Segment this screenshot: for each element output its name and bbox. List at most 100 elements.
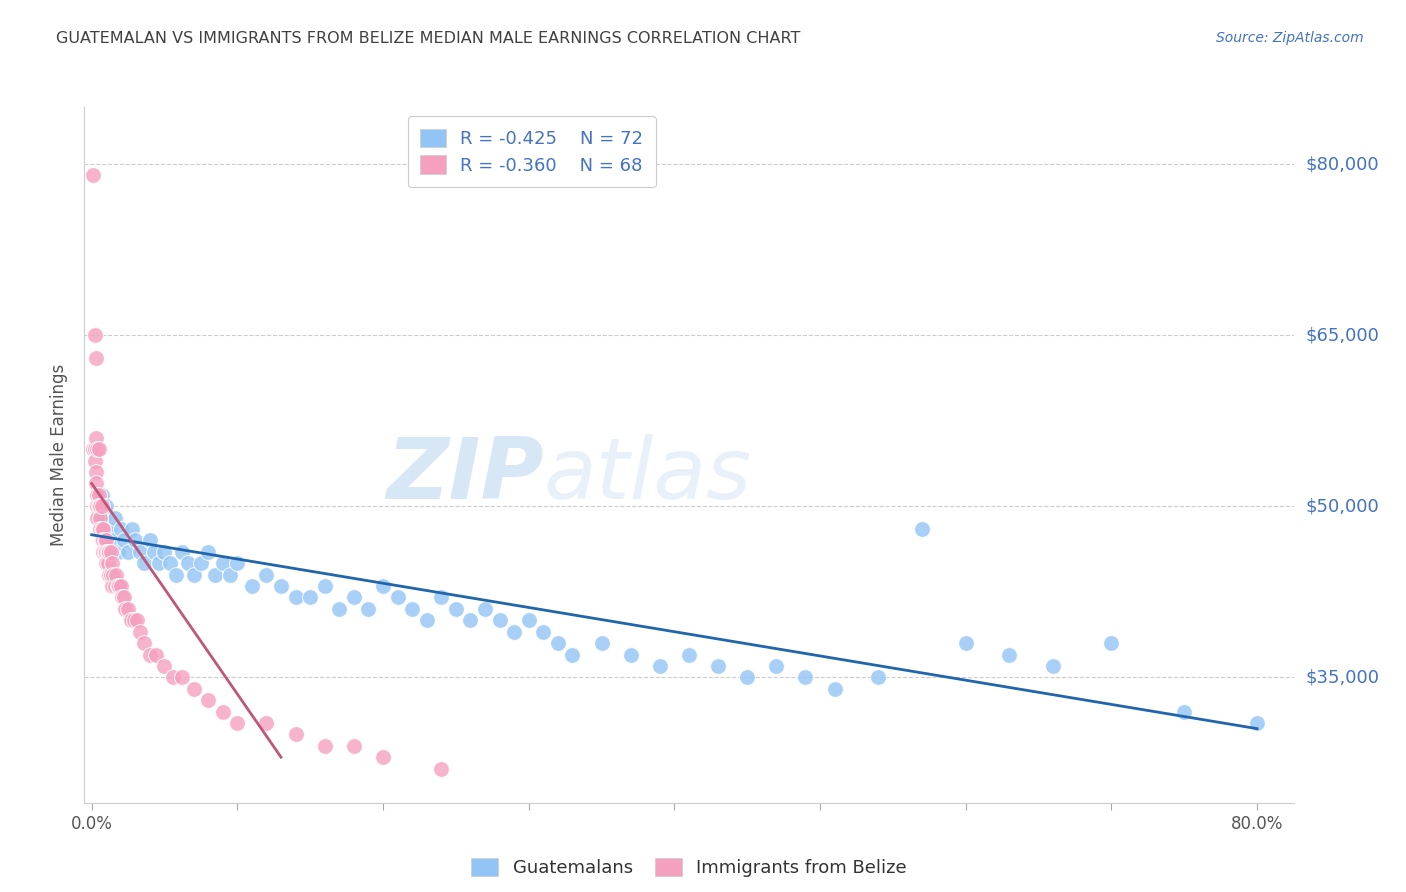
Point <box>104 579 127 593</box>
Point <box>101 556 124 570</box>
Point <box>159 556 181 570</box>
Point <box>591 636 613 650</box>
Point <box>256 567 278 582</box>
Point <box>91 510 114 524</box>
Point <box>117 545 139 559</box>
Point <box>270 579 292 593</box>
Point <box>299 591 322 605</box>
Point <box>98 567 121 582</box>
Point <box>170 670 193 684</box>
Point <box>90 488 112 502</box>
Text: $50,000: $50,000 <box>1306 497 1379 516</box>
Point <box>148 556 170 570</box>
Point <box>794 670 817 684</box>
Point <box>94 533 117 548</box>
Point <box>98 545 121 559</box>
Point <box>139 648 162 662</box>
Point <box>517 613 540 627</box>
Point <box>82 169 104 183</box>
Point <box>114 602 136 616</box>
Point <box>183 567 205 582</box>
Text: GUATEMALAN VS IMMIGRANTS FROM BELIZE MEDIAN MALE EARNINGS CORRELATION CHART: GUATEMALAN VS IMMIGRANTS FROM BELIZE MED… <box>56 31 800 46</box>
Point <box>162 670 184 684</box>
Point <box>108 579 131 593</box>
Point <box>145 648 167 662</box>
Point <box>197 693 219 707</box>
Point <box>444 602 467 616</box>
Point <box>84 351 107 365</box>
Point <box>107 579 129 593</box>
Point <box>112 591 135 605</box>
Point <box>211 556 233 570</box>
Point <box>240 579 263 593</box>
Point <box>112 533 135 548</box>
Point <box>132 556 155 570</box>
Point <box>648 659 671 673</box>
Point <box>371 579 394 593</box>
Point <box>91 533 114 548</box>
Point <box>314 579 336 593</box>
Text: ZIP: ZIP <box>387 434 544 517</box>
Point <box>128 624 150 639</box>
Point <box>1099 636 1122 650</box>
Point <box>90 500 112 514</box>
Point <box>735 670 758 684</box>
Point <box>314 739 336 753</box>
Point <box>955 636 977 650</box>
Point <box>117 602 139 616</box>
Point <box>401 602 423 616</box>
Point <box>415 613 437 627</box>
Point <box>83 453 105 467</box>
Point <box>226 715 249 730</box>
Point <box>561 648 583 662</box>
Text: $80,000: $80,000 <box>1306 155 1379 173</box>
Text: Source: ZipAtlas.com: Source: ZipAtlas.com <box>1216 31 1364 45</box>
Point <box>96 545 118 559</box>
Point <box>111 591 134 605</box>
Point <box>86 510 108 524</box>
Text: atlas: atlas <box>544 434 752 517</box>
Point <box>125 613 148 627</box>
Point <box>87 500 110 514</box>
Point <box>107 545 129 559</box>
Point <box>1042 659 1064 673</box>
Point <box>97 556 120 570</box>
Point <box>911 522 934 536</box>
Point <box>219 567 242 582</box>
Point <box>284 727 307 741</box>
Point <box>89 510 111 524</box>
Point <box>100 567 122 582</box>
Point <box>387 591 409 605</box>
Point <box>110 522 132 536</box>
Point <box>101 533 124 548</box>
Point <box>87 500 110 514</box>
Point <box>868 670 890 684</box>
Point <box>98 522 121 536</box>
Text: $65,000: $65,000 <box>1306 326 1379 344</box>
Point <box>488 613 510 627</box>
Point <box>82 442 104 457</box>
Point <box>204 567 226 582</box>
Point <box>83 442 105 457</box>
Point <box>678 648 700 662</box>
Point <box>122 613 145 627</box>
Point <box>153 659 176 673</box>
Point <box>120 613 142 627</box>
Text: $35,000: $35,000 <box>1306 668 1379 686</box>
Point <box>256 715 278 730</box>
Point <box>190 556 212 570</box>
Point <box>998 648 1021 662</box>
Point <box>96 500 118 514</box>
Point <box>284 591 307 605</box>
Point <box>83 328 105 343</box>
Point <box>371 750 394 764</box>
Point <box>96 556 118 570</box>
Point <box>86 500 108 514</box>
Point <box>90 533 112 548</box>
Point <box>87 488 110 502</box>
Point <box>110 579 132 593</box>
Point <box>531 624 554 639</box>
Point <box>183 681 205 696</box>
Y-axis label: Median Male Earnings: Median Male Earnings <box>51 364 69 546</box>
Point <box>343 739 366 753</box>
